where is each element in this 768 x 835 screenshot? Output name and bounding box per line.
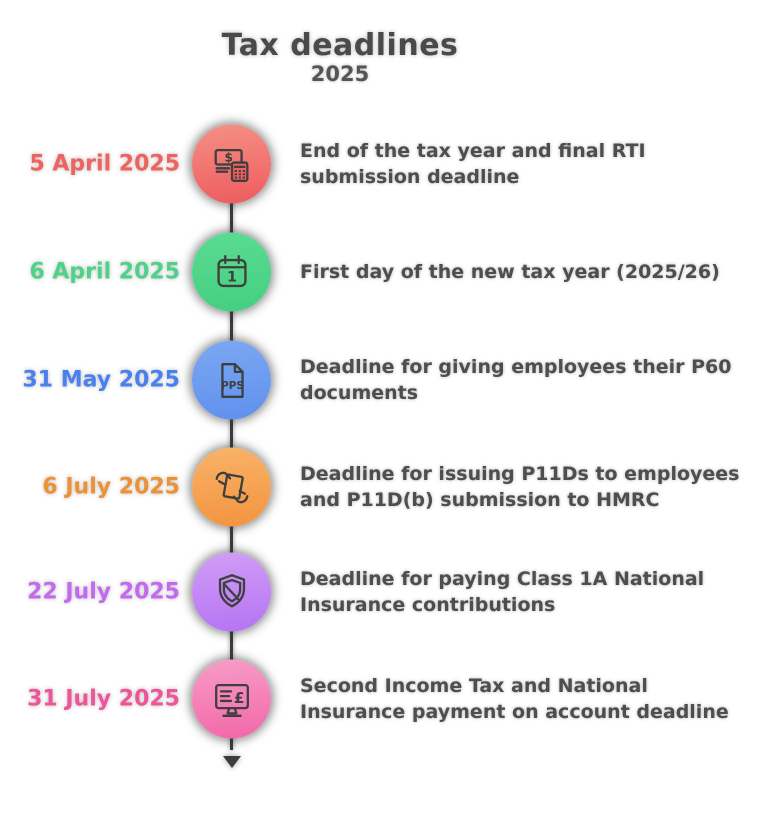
pps-document-icon: PPS (209, 357, 255, 403)
timeline-description: Deadline for paying Class 1A National In… (300, 568, 705, 616)
timeline-description: Deadline for giving employees their P60 … (300, 356, 732, 404)
timeline-description: End of the tax year and final RTI submis… (300, 140, 646, 188)
timeline-date: 6 April 2025 (29, 259, 180, 285)
timeline-date: 5 April 2025 (29, 151, 180, 177)
svg-text:1: 1 (227, 269, 237, 285)
timeline-item: 5 April 2025 $ End of the tax year and f… (0, 124, 768, 204)
timeline-node-circle: PPS (192, 340, 271, 420)
timeline-item: 31 July 2025 £ Second Income Tax and Nat… (0, 659, 768, 739)
svg-text:£: £ (233, 688, 244, 706)
down-arrow-icon (223, 756, 241, 768)
hands-document-icon (209, 464, 255, 510)
timeline-item: 22 July 2025 Deadline for paying Class 1… (0, 552, 768, 632)
page-title: Tax deadlines (221, 28, 459, 63)
timeline-description: Second Income Tax and National Insurance… (300, 675, 729, 723)
calendar-icon: 1 (209, 249, 255, 295)
timeline-node-circle: 1 (192, 232, 271, 312)
monitor-pound-icon: £ (209, 676, 255, 722)
timeline-node-circle (192, 447, 271, 527)
timeline-item: 31 May 2025 PPS Deadline for giving empl… (0, 340, 768, 420)
timeline-item: 6 April 2025 1 First day of the new tax … (0, 232, 768, 312)
timeline-description: Deadline for issuing P11Ds to employees … (300, 463, 740, 511)
page-subtitle: 2025 (310, 62, 370, 86)
timeline-item: 6 July 2025 Deadline for issuing P11Ds t… (0, 447, 768, 527)
timeline-node-circle (192, 552, 271, 632)
timeline-date: 31 July 2025 (27, 686, 180, 712)
timeline-date: 31 May 2025 (22, 367, 180, 393)
timeline-node-circle: £ (192, 659, 271, 739)
timeline-node-circle: $ (192, 124, 271, 204)
timeline-date: 22 July 2025 (27, 579, 180, 605)
money-calculator-icon: $ (209, 141, 255, 187)
svg-text:$: $ (224, 149, 233, 164)
svg-text:PPS: PPS (220, 380, 243, 392)
shield-icon (209, 569, 255, 615)
timeline-date: 6 July 2025 (42, 474, 180, 500)
timeline-description: First day of the new tax year (2025/26) (300, 261, 720, 283)
